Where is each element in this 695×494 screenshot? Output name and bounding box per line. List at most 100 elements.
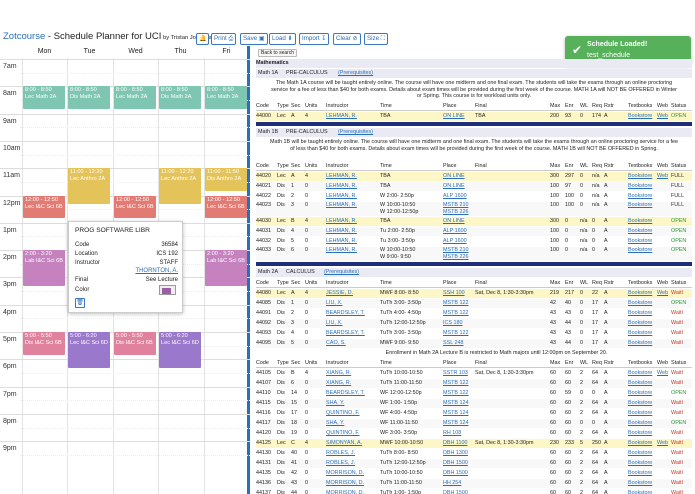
bookstore-link[interactable]: Bookstore (628, 430, 653, 436)
calendar-event[interactable]: 5:00 - 5:50 Dis I&C Sci 6B (114, 332, 156, 355)
bookstore-link[interactable]: Bookstore (628, 173, 653, 179)
web-link[interactable]: Web (657, 440, 668, 446)
bookstore-link[interactable]: Bookstore (628, 113, 653, 119)
place-link[interactable]: MSTB 124 (443, 400, 469, 406)
bookstore-link[interactable]: Bookstore (628, 460, 653, 466)
place-link[interactable]: ON LINE (443, 183, 465, 189)
place-link[interactable]: ALP 1600 (443, 193, 467, 199)
place-link[interactable]: MSTB 122 (443, 330, 469, 336)
bookstore-link[interactable]: Bookstore (628, 400, 653, 406)
place-link[interactable]: ON LINE (443, 173, 465, 179)
instructor-link[interactable]: BEARDSLEY, T. (326, 390, 365, 396)
place-link[interactable]: HH 254 (443, 480, 462, 486)
bookstore-link[interactable]: Bookstore (628, 320, 653, 326)
instructor-link[interactable]: ROBLES, J. (326, 450, 356, 456)
instructor-link[interactable]: XIANG, R. (326, 380, 352, 386)
instructor-link[interactable]: LEHMAN, R. (326, 247, 357, 253)
calendar-event[interactable]: 8:00 - 8:50 Lec Math 2A (114, 86, 156, 109)
place-link[interactable]: DBH 1500 (443, 490, 468, 494)
prerequisites-link[interactable]: (Prerequisites) (338, 129, 374, 135)
instructor-link[interactable]: ROBLES, J. (326, 460, 356, 466)
place-link[interactable]: MSTB 122 (443, 310, 469, 316)
place-link[interactable]: DBH 1300 (443, 450, 468, 456)
import-button[interactable]: Import ↧ (299, 33, 330, 45)
instructor-link[interactable]: LEHMAN, R. (326, 183, 357, 189)
instructor-link[interactable]: LEHMAN, R. (326, 238, 357, 244)
web-link[interactable]: Web (657, 290, 668, 296)
bookstore-link[interactable]: Bookstore (628, 218, 653, 224)
place-link[interactable]: RH 108 (443, 430, 462, 436)
calendar-event[interactable]: 5:00 - 6:20 Lec I&C Sci 6D (68, 332, 110, 369)
place-link[interactable]: SSTR 103 (443, 370, 468, 376)
bookstore-link[interactable]: Bookstore (628, 410, 653, 416)
web-link[interactable]: Web (657, 370, 668, 376)
clear-button[interactable]: Clear ⊘ (333, 33, 361, 45)
bookstore-link[interactable]: Bookstore (628, 202, 653, 208)
alert-bell-button[interactable]: 🔔 (196, 33, 209, 45)
instructor-link[interactable]: LEHMAN, R. (326, 113, 357, 119)
instructor-link[interactable]: BEARDSLEY, T. (326, 330, 365, 336)
bookstore-link[interactable]: Bookstore (628, 480, 653, 486)
prerequisites-link[interactable]: (Prerequisites) (324, 269, 360, 275)
instructor-link[interactable]: BEARDSLEY, T. (326, 310, 365, 316)
place-link[interactable]: MSTB 122 (443, 300, 469, 306)
bookstore-link[interactable]: Bookstore (628, 193, 653, 199)
load-button[interactable]: Load ⬇ (269, 33, 296, 45)
instructor-link[interactable]: LIU, X. (326, 300, 343, 306)
place-link[interactable]: MSTB 124 (443, 420, 469, 426)
calendar-event[interactable]: 5:00 - 5:50 Dis I&C Sci 6B (23, 332, 65, 355)
bookstore-link[interactable]: Bookstore (628, 470, 653, 476)
bookstore-link[interactable]: Bookstore (628, 290, 653, 296)
instructor-link[interactable]: MORRISON, D. (326, 490, 365, 494)
prerequisites-link[interactable]: (Prerequisites) (338, 70, 374, 76)
bookstore-link[interactable]: Bookstore (628, 380, 653, 386)
calendar-event[interactable]: 11:00 - 11:50 Dis Anthro 2A (205, 168, 247, 191)
instructor-link[interactable]: MORRISON, D. (326, 480, 365, 486)
place-link[interactable]: DBH 1100 (443, 440, 468, 446)
back-to-search-button[interactable]: Back to search (258, 49, 298, 57)
web-link[interactable]: Web (657, 173, 668, 179)
place-link[interactable]: MSTB 210 MSTB 226 (443, 202, 469, 215)
calendar-event[interactable]: 12:00 - 12:50 Lec I&C Sci 6B (114, 195, 156, 219)
web-link[interactable]: Web (657, 113, 668, 119)
color-picker[interactable] (159, 285, 176, 295)
instructor-link[interactable]: SHA, Y. (326, 400, 345, 406)
calendar-event[interactable]: 8:00 - 8:50 Dis Math 2A (159, 86, 201, 109)
calendar-event[interactable]: 12:00 - 12:50 Lec I&C Sci 6B (23, 195, 65, 219)
instructor-link[interactable]: XIANG, R. (326, 370, 352, 376)
instructor-link[interactable]: LEHMAN, R. (326, 193, 357, 199)
instructor-link[interactable]: SHA, Y. (326, 420, 345, 426)
calendar-event[interactable]: 11:00 - 12:20 Lec Anthro 2A (159, 168, 201, 205)
calendar-event[interactable]: 5:00 - 6:20 Lec I&C Sci 6D (159, 332, 201, 369)
place-link[interactable]: DBH 1500 (443, 470, 468, 476)
bookstore-link[interactable]: Bookstore (628, 450, 653, 456)
calendar-event[interactable]: 12:00 - 12:50 Lec I&C Sci 6B (205, 195, 247, 219)
place-link[interactable]: MSTB 124 (443, 410, 469, 416)
calendar-event[interactable]: 2:00 - 3:20 Lab I&C Sci 6B (23, 250, 65, 287)
popup-instructor-link[interactable]: THORNTON, A. (135, 268, 178, 274)
place-link[interactable]: ICS 180 (443, 320, 463, 326)
instructor-link[interactable]: JESSIE, D. (326, 290, 353, 296)
calendar-event[interactable]: 8:00 - 8:50 Lec Math 2A (23, 86, 65, 109)
place-link[interactable]: SSH 100 (443, 290, 465, 296)
save-button[interactable]: Save ▣ (240, 33, 268, 45)
bookstore-link[interactable]: Bookstore (628, 247, 653, 253)
brand-link[interactable]: Zotcourse (3, 31, 46, 42)
instructor-link[interactable]: LIU, X. (326, 320, 343, 326)
place-link[interactable]: MSTB 122 (443, 390, 469, 396)
instructor-link[interactable]: CAO, S. (326, 340, 346, 346)
bookstore-link[interactable]: Bookstore (628, 340, 653, 346)
size-button[interactable]: Size ⛶ (364, 33, 389, 45)
place-link[interactable]: MSTB 122 (443, 380, 469, 386)
bookstore-link[interactable]: Bookstore (628, 310, 653, 316)
bookstore-link[interactable]: Bookstore (628, 370, 653, 376)
instructor-link[interactable]: QUINTINO, F. (326, 430, 360, 436)
bookstore-link[interactable]: Bookstore (628, 330, 653, 336)
instructor-link[interactable]: QUINTINO, F. (326, 410, 360, 416)
place-link[interactable]: SSL 248 (443, 340, 464, 346)
calendar-event[interactable]: 8:00 - 8:50 Dis Math 2A (68, 86, 110, 109)
bookstore-link[interactable]: Bookstore (628, 440, 653, 446)
place-link[interactable]: DBH 1500 (443, 460, 468, 466)
bookstore-link[interactable]: Bookstore (628, 420, 653, 426)
calendar-event[interactable]: 8:00 - 8:50 Lec Math 2A (205, 86, 247, 109)
